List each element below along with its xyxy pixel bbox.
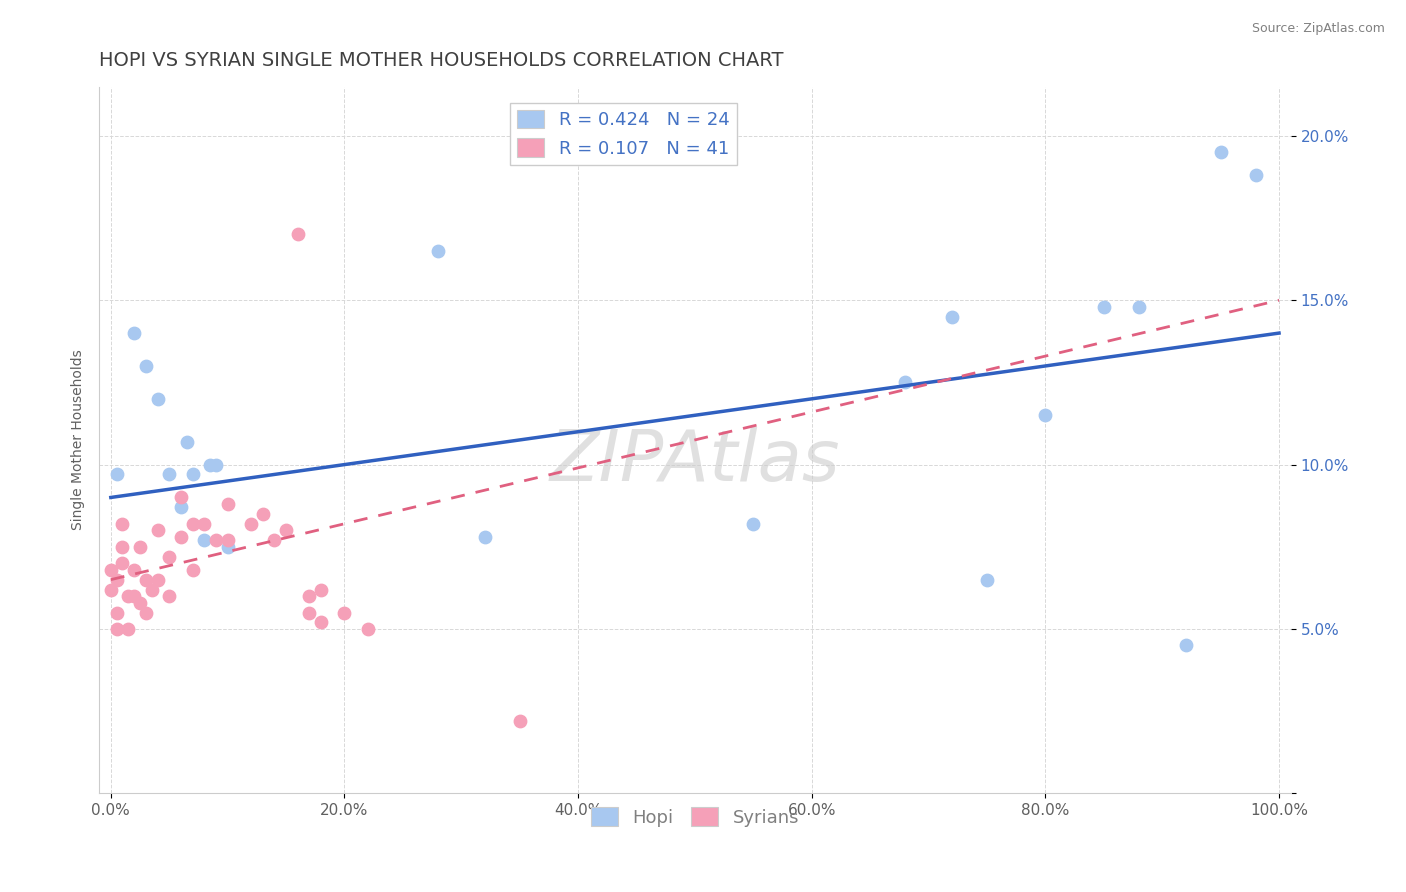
Point [941, 310, 963, 324]
Point [252, 507, 274, 521]
Point [1092, 300, 1115, 314]
Point [205, 458, 228, 472]
Point [426, 244, 449, 258]
Point [217, 497, 239, 511]
Point [198, 458, 221, 472]
Point [1035, 409, 1057, 423]
Point [298, 589, 321, 603]
Point [100, 563, 122, 577]
Point [1244, 169, 1267, 183]
Point [509, 714, 531, 728]
Point [117, 589, 139, 603]
Point [193, 533, 215, 548]
Text: Source: ZipAtlas.com: Source: ZipAtlas.com [1251, 22, 1385, 36]
Point [742, 516, 765, 531]
Point [181, 563, 204, 577]
Point [157, 589, 180, 603]
Point [135, 359, 157, 373]
Point [146, 392, 169, 406]
Point [205, 533, 228, 548]
Y-axis label: Single Mother Households: Single Mother Households [72, 350, 86, 531]
Point [193, 516, 215, 531]
Point [170, 530, 193, 544]
Point [274, 524, 297, 538]
Point [122, 326, 145, 340]
Point [135, 573, 157, 587]
Point [105, 467, 128, 482]
Legend: Hopi, Syrians: Hopi, Syrians [583, 800, 807, 834]
Point [111, 556, 134, 570]
Point [146, 524, 169, 538]
Point [157, 467, 180, 482]
Point [240, 516, 263, 531]
Point [181, 516, 204, 531]
Point [111, 516, 134, 531]
Point [1209, 145, 1232, 160]
Point [298, 606, 321, 620]
Point [100, 582, 122, 597]
Point [976, 573, 998, 587]
Point [1128, 300, 1150, 314]
Point [122, 589, 145, 603]
Text: HOPI VS SYRIAN SINGLE MOTHER HOUSEHOLDS CORRELATION CHART: HOPI VS SYRIAN SINGLE MOTHER HOUSEHOLDS … [100, 51, 783, 70]
Point [309, 615, 332, 630]
Point [181, 467, 204, 482]
Point [105, 622, 128, 636]
Point [333, 606, 356, 620]
Point [135, 606, 157, 620]
Point [894, 376, 917, 390]
Point [105, 573, 128, 587]
Point [287, 227, 309, 242]
Point [309, 582, 332, 597]
Text: ZIPAtlas: ZIPAtlas [550, 426, 841, 496]
Point [146, 573, 169, 587]
Point [170, 500, 193, 515]
Point [357, 622, 380, 636]
Point [157, 549, 180, 564]
Point [141, 582, 163, 597]
Point [217, 533, 239, 548]
Point [474, 530, 496, 544]
Point [111, 540, 134, 554]
Point [129, 540, 152, 554]
Point [263, 533, 285, 548]
Point [176, 434, 198, 449]
Point [1174, 639, 1197, 653]
Point [217, 540, 239, 554]
Point [170, 491, 193, 505]
Point [122, 563, 145, 577]
Point [129, 596, 152, 610]
Point [105, 606, 128, 620]
Point [117, 622, 139, 636]
